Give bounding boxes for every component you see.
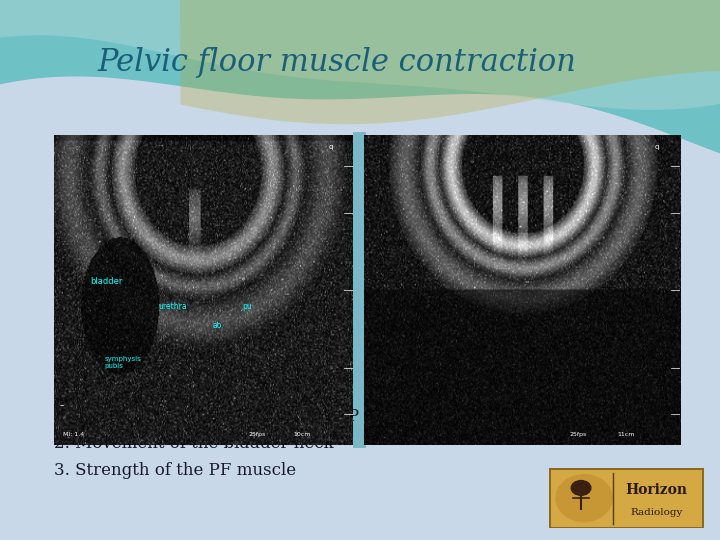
Text: 3. Strength of the PF muscle: 3. Strength of the PF muscle (54, 462, 296, 478)
Ellipse shape (555, 474, 613, 522)
Text: 1. Narrowing of the hiatus in the AP diameter: 1. Narrowing of the hiatus in the AP dia… (54, 408, 440, 424)
Polygon shape (0, 0, 720, 110)
Text: 2. Movement of the bladder neck: 2. Movement of the bladder neck (54, 435, 333, 451)
Circle shape (571, 481, 591, 495)
Text: q: q (329, 144, 333, 150)
Text: MI: 1.4: MI: 1.4 (63, 432, 84, 437)
Text: 11cm: 11cm (617, 432, 634, 437)
Text: bladder: bladder (90, 277, 122, 286)
Text: Horizon: Horizon (626, 483, 688, 497)
Text: pu: pu (242, 302, 252, 311)
Text: –: – (60, 401, 64, 410)
Text: symphysis
pubis: symphysis pubis (105, 356, 142, 369)
Text: q: q (655, 144, 660, 150)
Text: ao: ao (212, 321, 222, 329)
FancyBboxPatch shape (549, 468, 704, 528)
Text: Pelvic floor muscle contraction: Pelvic floor muscle contraction (97, 46, 576, 78)
Text: 10cm: 10cm (293, 432, 310, 437)
Text: urethra: urethra (158, 302, 187, 311)
Text: 25fps: 25fps (248, 432, 266, 437)
Text: 25fps: 25fps (570, 432, 587, 437)
Text: Contraction assess:: Contraction assess: (54, 381, 235, 397)
FancyBboxPatch shape (551, 470, 702, 526)
Bar (353, 132, 366, 448)
Polygon shape (180, 0, 720, 124)
Text: Radiology: Radiology (631, 508, 683, 517)
Polygon shape (0, 0, 720, 153)
